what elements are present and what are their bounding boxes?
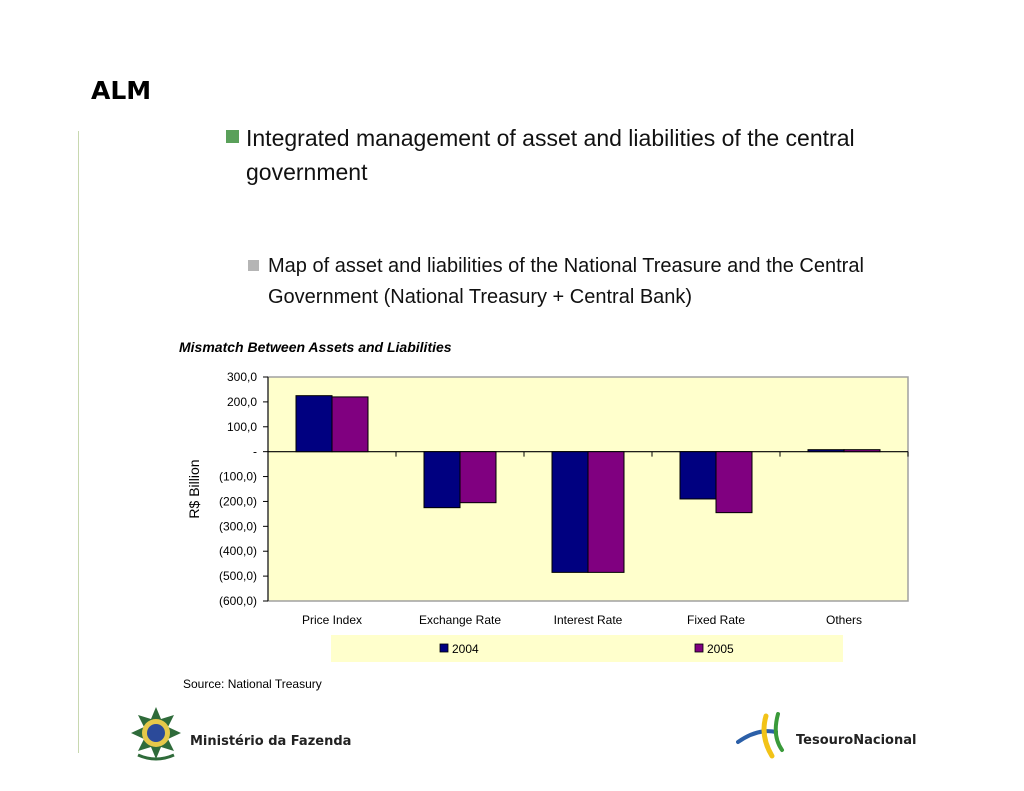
legend-label-2005: 2005 bbox=[707, 642, 734, 656]
bar-2004-1 bbox=[423, 451, 461, 509]
x-category-label: Interest Rate bbox=[554, 613, 623, 627]
source-note: Source: National Treasury bbox=[183, 677, 322, 691]
bullet-secondary-text: Map of asset and liabilities of the Nati… bbox=[268, 255, 864, 308]
bullet-square-icon bbox=[248, 260, 259, 271]
footer-ministry-label: Ministério da Fazenda bbox=[190, 734, 352, 749]
y-tick-label: (400,0) bbox=[219, 544, 257, 558]
y-tick-label: 100,0 bbox=[227, 420, 257, 434]
y-tick-label: (300,0) bbox=[219, 519, 257, 533]
x-category-label: Price Index bbox=[302, 613, 362, 627]
bullet-secondary: Map of asset and liabilities of the Nati… bbox=[248, 251, 908, 313]
bar-2004-4 bbox=[807, 449, 845, 453]
y-axis-title: R$ Billion bbox=[186, 459, 202, 518]
bar-2005-3 bbox=[715, 451, 753, 514]
bar-2004-0 bbox=[295, 395, 333, 453]
x-category-label: Others bbox=[826, 613, 862, 627]
left-divider bbox=[78, 131, 79, 753]
bullet-square-icon bbox=[226, 130, 239, 143]
legend-label-2004: 2004 bbox=[452, 642, 479, 656]
x-category-label: Exchange Rate bbox=[419, 613, 501, 627]
bar-2005-4 bbox=[843, 449, 881, 453]
bar-2005-2 bbox=[587, 451, 625, 573]
bar-2004-2 bbox=[551, 451, 589, 573]
bullet-primary-text: Integrated management of asset and liabi… bbox=[246, 125, 855, 185]
legend-swatch-2004 bbox=[439, 643, 449, 653]
bar-2005-0 bbox=[331, 396, 369, 453]
chart-title: Mismatch Between Assets and Liabilities bbox=[179, 339, 452, 355]
bar-2005-1 bbox=[459, 451, 497, 504]
footer-treasury: TesouroNacional bbox=[736, 712, 936, 762]
y-tick-label: (500,0) bbox=[219, 569, 257, 583]
y-tick-label: (100,0) bbox=[219, 470, 257, 484]
slide-title: ALM bbox=[91, 76, 152, 105]
coat-of-arms-icon bbox=[131, 707, 181, 761]
bullet-primary: Integrated management of asset and liabi… bbox=[226, 121, 956, 189]
legend-box bbox=[331, 635, 843, 662]
legend-swatch-2005 bbox=[694, 643, 704, 653]
footer-treasury-label: TesouroNacional bbox=[796, 733, 917, 748]
y-tick-label: - bbox=[253, 445, 257, 459]
y-tick-label: 200,0 bbox=[227, 395, 257, 409]
footer-ministry: Ministério da Fazenda bbox=[128, 705, 351, 765]
tesouro-logo-icon bbox=[736, 712, 784, 759]
y-tick-label: 300,0 bbox=[227, 370, 257, 384]
x-category-label: Fixed Rate bbox=[687, 613, 745, 627]
bar-2004-3 bbox=[679, 451, 717, 500]
y-tick-label: (200,0) bbox=[219, 494, 257, 508]
y-tick-label: (600,0) bbox=[219, 594, 257, 608]
